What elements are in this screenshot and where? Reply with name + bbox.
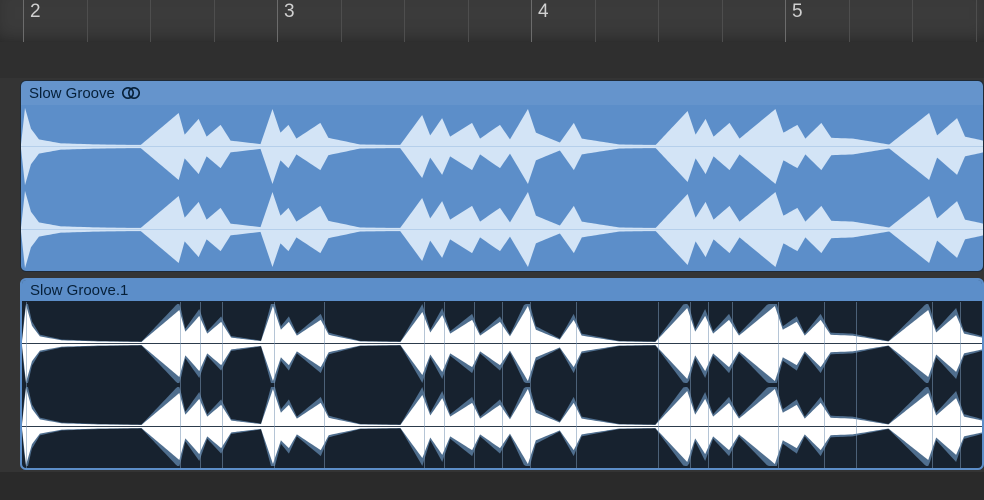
ruler-beat-marker (214, 0, 215, 42)
ruler-beat-marker (912, 0, 913, 42)
region-waveform (22, 302, 982, 468)
flex-transient-marker[interactable] (824, 302, 825, 468)
flex-transient-marker[interactable] (530, 302, 531, 468)
daw-arrange-area: 2 3 4 5 Slow Groove (0, 0, 984, 500)
audio-region-slow-groove-1[interactable]: Slow Groove.1 (20, 278, 984, 470)
region-waveform (21, 105, 983, 271)
timeline-ruler[interactable]: 2 3 4 5 (0, 0, 984, 43)
stereo-icon (121, 86, 141, 100)
flex-transient-marker[interactable] (474, 302, 475, 468)
flex-transient-marker[interactable] (778, 302, 779, 468)
flex-transient-marker[interactable] (960, 302, 961, 468)
flex-transient-marker[interactable] (444, 302, 445, 468)
audio-region-slow-groove[interactable]: Slow Groove (20, 80, 984, 272)
flex-transient-marker[interactable] (26, 302, 27, 468)
ruler-beat-marker (849, 0, 850, 42)
flex-transient-marker[interactable] (222, 302, 223, 468)
ruler-bar-marker[interactable]: 4 (531, 0, 549, 42)
track-area[interactable]: Slow Groove Slow Groove.1 (0, 42, 984, 500)
flex-transient-marker[interactable] (576, 302, 577, 468)
ruler-beat-marker (658, 0, 659, 42)
flex-transient-marker[interactable] (732, 302, 733, 468)
flex-transient-marker[interactable] (690, 302, 691, 468)
flex-transient-marker[interactable] (856, 302, 857, 468)
region-header[interactable]: Slow Groove (21, 81, 983, 105)
region-name-label: Slow Groove (29, 85, 115, 102)
flex-transient-marker[interactable] (274, 302, 275, 468)
ruler-beat-marker (87, 0, 88, 42)
flex-transient-marker[interactable] (180, 302, 181, 468)
region-header[interactable]: Slow Groove.1 (22, 280, 982, 302)
region-name-label: Slow Groove.1 (30, 282, 128, 299)
ruler-beat-marker (404, 0, 405, 42)
flex-transient-marker[interactable] (502, 302, 503, 468)
flex-transient-marker[interactable] (708, 302, 709, 468)
waveform-channel-left (21, 105, 983, 188)
ruler-beat-marker (341, 0, 342, 42)
flex-transient-marker[interactable] (658, 302, 659, 468)
ruler-bar-marker[interactable]: 3 (277, 0, 295, 42)
ruler-beat-marker (595, 0, 596, 42)
flex-transient-marker[interactable] (200, 302, 201, 468)
ruler-beat-marker (468, 0, 469, 42)
flex-transient-marker[interactable] (932, 302, 933, 468)
ruler-beat-marker (150, 0, 151, 42)
flex-transient-marker[interactable] (424, 302, 425, 468)
ruler-bar-marker[interactable]: 5 (785, 0, 803, 42)
ruler-beat-marker (722, 0, 723, 42)
ruler-bar-marker[interactable]: 2 (23, 0, 41, 42)
waveform-channel-right (21, 188, 983, 271)
empty-track-area (0, 472, 984, 500)
ruler-beat-marker (976, 0, 977, 42)
flex-transient-marker[interactable] (324, 302, 325, 468)
